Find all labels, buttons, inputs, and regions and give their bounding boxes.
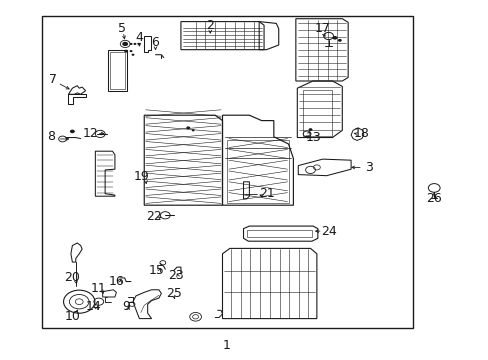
Circle shape: [133, 43, 136, 45]
Text: 23: 23: [168, 269, 183, 282]
Circle shape: [129, 50, 132, 52]
Circle shape: [191, 129, 194, 131]
Circle shape: [332, 36, 337, 40]
Text: 20: 20: [64, 271, 80, 284]
Text: 13: 13: [305, 131, 321, 144]
Bar: [41, 16, 412, 328]
Text: 21: 21: [258, 187, 274, 200]
Circle shape: [131, 54, 134, 56]
Text: 12: 12: [82, 127, 98, 140]
Text: 1: 1: [222, 339, 230, 352]
Text: 18: 18: [353, 127, 369, 140]
Text: 22: 22: [146, 210, 162, 223]
Circle shape: [124, 50, 128, 53]
Text: 19: 19: [134, 170, 149, 183]
Text: 17: 17: [314, 22, 330, 35]
Text: 9: 9: [122, 300, 130, 313]
Text: 6: 6: [151, 36, 159, 49]
Circle shape: [308, 128, 312, 131]
Circle shape: [186, 126, 190, 129]
Text: 5: 5: [118, 22, 126, 35]
Text: 4: 4: [135, 31, 143, 44]
Text: 26: 26: [426, 192, 441, 205]
Text: 7: 7: [49, 73, 57, 86]
Circle shape: [337, 39, 341, 42]
Circle shape: [137, 43, 140, 45]
Text: 3: 3: [365, 161, 372, 174]
Circle shape: [70, 130, 75, 133]
Text: 14: 14: [86, 300, 102, 313]
Text: 8: 8: [47, 130, 55, 143]
Text: 16: 16: [108, 275, 124, 288]
Text: 11: 11: [91, 282, 106, 294]
Circle shape: [129, 43, 132, 45]
Text: 10: 10: [64, 310, 80, 323]
Text: 15: 15: [148, 264, 164, 276]
Circle shape: [122, 42, 128, 46]
Text: 24: 24: [320, 225, 336, 238]
Text: 2: 2: [206, 19, 214, 32]
Text: 25: 25: [165, 287, 181, 300]
